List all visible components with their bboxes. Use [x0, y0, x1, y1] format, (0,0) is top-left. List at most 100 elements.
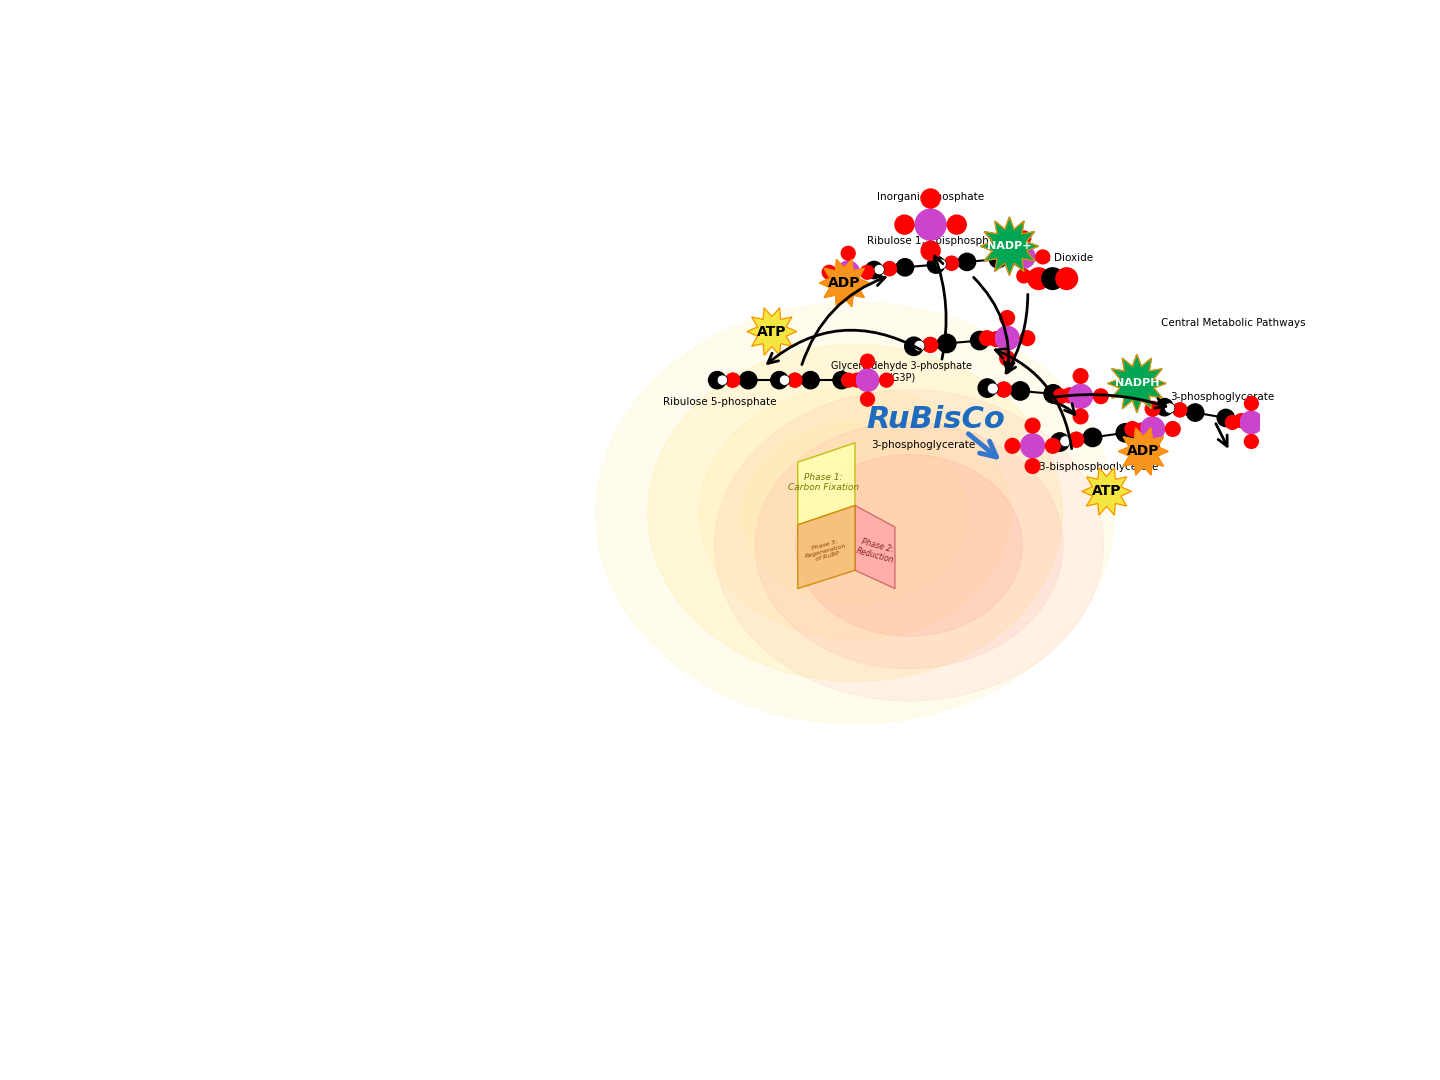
Circle shape	[1025, 459, 1040, 473]
Text: 3-phosphoglycerate: 3-phosphoglycerate	[871, 441, 975, 450]
Text: ADP: ADP	[828, 276, 861, 289]
Circle shape	[1145, 442, 1161, 457]
Circle shape	[1035, 249, 1050, 264]
FancyArrowPatch shape	[1007, 295, 1028, 373]
Circle shape	[945, 256, 959, 270]
Circle shape	[1140, 417, 1165, 441]
Circle shape	[1093, 389, 1109, 404]
Text: 1,3-bisphosphoglycerate: 1,3-bisphosphoglycerate	[1030, 462, 1159, 472]
FancyArrowPatch shape	[768, 330, 920, 363]
Circle shape	[1051, 433, 1068, 451]
Text: ADP: ADP	[1128, 445, 1159, 458]
Text: NADPH: NADPH	[1115, 378, 1159, 389]
FancyArrowPatch shape	[1056, 394, 1166, 408]
Circle shape	[1045, 438, 1060, 454]
Circle shape	[1165, 421, 1181, 436]
Circle shape	[914, 340, 924, 351]
Text: Inorganic phosphate: Inorganic phosphate	[877, 192, 984, 202]
Circle shape	[883, 261, 897, 275]
Circle shape	[1240, 411, 1263, 434]
Circle shape	[1073, 368, 1089, 383]
Circle shape	[1156, 399, 1174, 416]
Circle shape	[1011, 382, 1030, 400]
Circle shape	[708, 372, 726, 389]
FancyArrowPatch shape	[933, 256, 946, 359]
Circle shape	[874, 265, 884, 274]
Circle shape	[1234, 414, 1248, 428]
Text: Phase 2:
Reduction: Phase 2: Reduction	[855, 537, 897, 565]
Circle shape	[860, 266, 874, 280]
Circle shape	[896, 259, 913, 276]
Circle shape	[1044, 384, 1063, 403]
Text: ATP: ATP	[757, 325, 786, 338]
Circle shape	[1043, 268, 1063, 289]
Circle shape	[923, 338, 937, 352]
Circle shape	[916, 210, 946, 240]
Polygon shape	[798, 443, 855, 525]
Circle shape	[922, 241, 940, 260]
Circle shape	[1056, 268, 1077, 289]
Circle shape	[1145, 402, 1161, 416]
Circle shape	[948, 215, 966, 234]
Circle shape	[1009, 384, 1021, 396]
Circle shape	[989, 251, 1007, 268]
FancyArrowPatch shape	[1215, 423, 1227, 446]
Circle shape	[1083, 428, 1102, 446]
Circle shape	[861, 392, 874, 406]
Polygon shape	[819, 259, 870, 307]
Circle shape	[996, 382, 1011, 396]
Circle shape	[956, 257, 968, 268]
Circle shape	[945, 256, 959, 270]
Circle shape	[1217, 409, 1234, 427]
Circle shape	[1017, 231, 1031, 245]
Circle shape	[999, 351, 1015, 366]
Ellipse shape	[795, 455, 1022, 636]
Text: ATP: ATP	[1092, 485, 1122, 498]
Circle shape	[988, 383, 998, 394]
Circle shape	[922, 189, 940, 208]
Circle shape	[1244, 396, 1259, 410]
Circle shape	[999, 311, 1015, 325]
FancyArrowPatch shape	[995, 349, 1071, 448]
Circle shape	[1174, 403, 1187, 417]
Circle shape	[717, 375, 727, 386]
Circle shape	[863, 375, 873, 386]
Circle shape	[1135, 423, 1149, 437]
Circle shape	[1068, 432, 1083, 447]
Circle shape	[883, 261, 897, 275]
Circle shape	[832, 372, 850, 389]
Polygon shape	[981, 217, 1038, 275]
Circle shape	[801, 375, 811, 386]
Ellipse shape	[714, 390, 1103, 701]
Circle shape	[1165, 403, 1175, 414]
Circle shape	[971, 332, 989, 350]
Circle shape	[1148, 423, 1158, 434]
Circle shape	[927, 256, 945, 273]
Polygon shape	[1119, 428, 1168, 475]
Ellipse shape	[743, 421, 968, 605]
Circle shape	[1076, 391, 1086, 402]
Circle shape	[998, 249, 1012, 264]
Circle shape	[861, 354, 874, 368]
Circle shape	[857, 369, 878, 391]
Circle shape	[770, 372, 788, 389]
Circle shape	[1068, 432, 1083, 447]
Circle shape	[979, 330, 994, 346]
Circle shape	[841, 284, 855, 298]
Text: Phase 3:
Regeneration
of RuBP: Phase 3: Regeneration of RuBP	[804, 537, 848, 565]
Circle shape	[1002, 333, 1012, 343]
Circle shape	[923, 338, 937, 352]
Circle shape	[978, 379, 996, 397]
Circle shape	[1020, 330, 1035, 346]
Text: Ribulose 1,5-bisphosphate: Ribulose 1,5-bisphosphate	[867, 237, 1005, 246]
Ellipse shape	[700, 387, 1011, 639]
Circle shape	[1012, 245, 1035, 268]
Circle shape	[880, 374, 893, 387]
Circle shape	[850, 374, 864, 387]
FancyArrowPatch shape	[973, 278, 1014, 373]
Circle shape	[996, 382, 1011, 396]
Circle shape	[1017, 269, 1031, 283]
Circle shape	[841, 246, 855, 260]
Circle shape	[1225, 416, 1240, 430]
Circle shape	[1246, 417, 1257, 428]
